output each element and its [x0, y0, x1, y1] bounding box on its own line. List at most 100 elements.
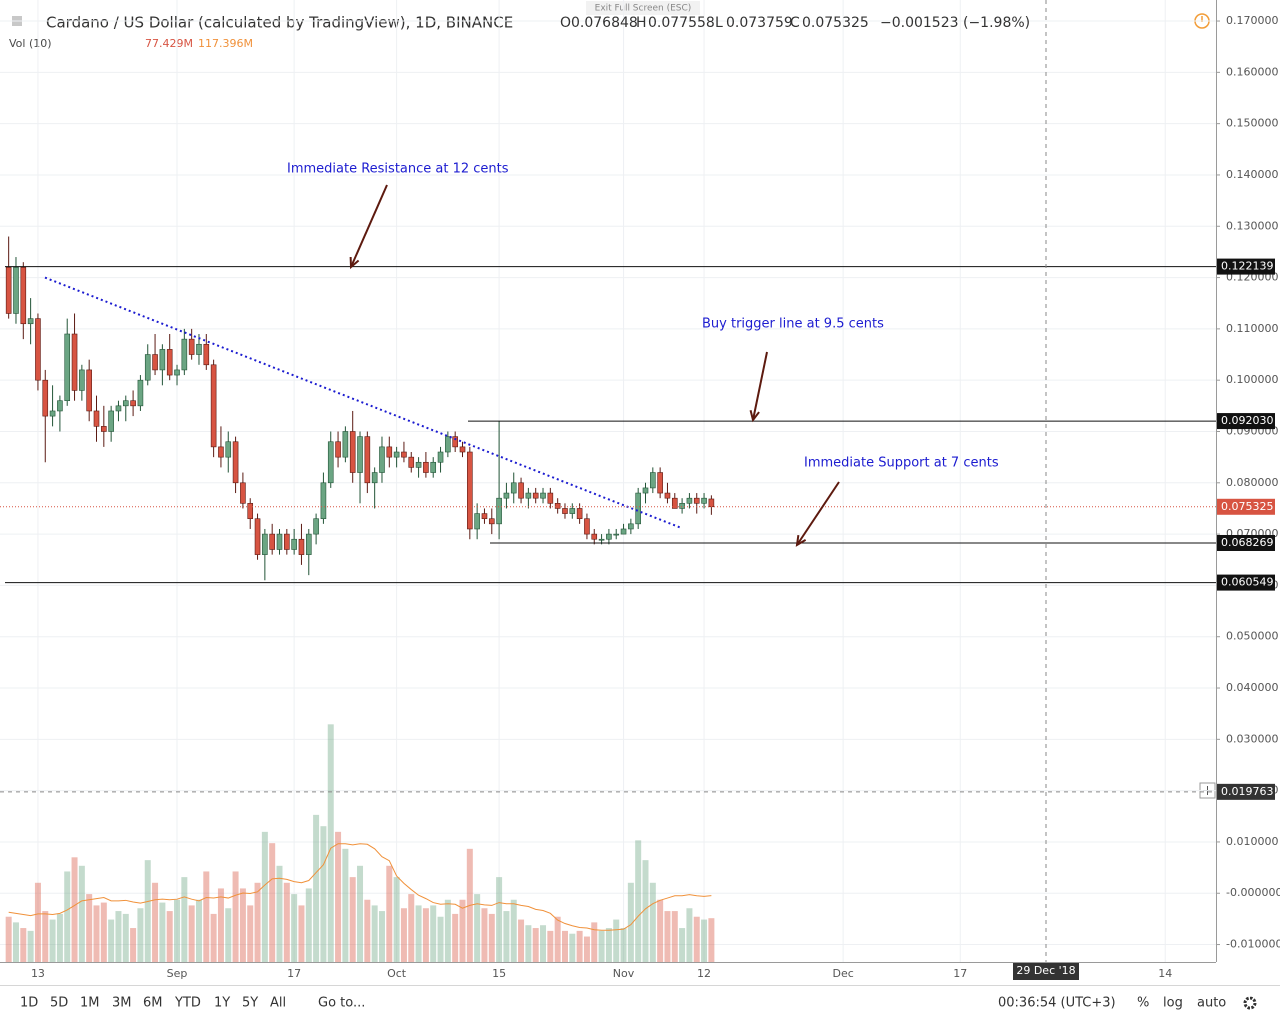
goto-button[interactable]: Go to... — [318, 996, 365, 1011]
candle-body — [708, 498, 715, 508]
volume-bar — [518, 919, 525, 962]
range-button[interactable]: YTD — [174, 996, 201, 1011]
last-price-badge — [1217, 498, 1275, 515]
volume-bar — [386, 865, 393, 962]
volume-bar — [620, 928, 627, 962]
volume-bar — [408, 894, 415, 962]
volume-bar — [269, 843, 276, 962]
candle-body — [86, 369, 92, 412]
volume-bar — [598, 930, 605, 962]
candle-body — [423, 461, 429, 473]
volume-bar — [122, 913, 129, 962]
candle-body — [408, 456, 415, 468]
candle-body — [686, 497, 693, 504]
candle-body — [415, 461, 422, 468]
candle-body — [437, 451, 444, 463]
y-tick-label: 0.170000 — [1226, 14, 1279, 27]
volume-bar — [613, 919, 620, 962]
volume-bar — [591, 922, 598, 962]
candle-body — [313, 518, 319, 535]
volume-bar — [671, 911, 678, 962]
candle-body — [27, 318, 34, 325]
annotation-arrow — [796, 481, 840, 546]
volume-bar — [78, 865, 85, 962]
volume-bar — [664, 911, 671, 962]
auto-button[interactable]: auto — [1197, 996, 1226, 1011]
candle-body — [137, 379, 144, 407]
candle-body — [203, 343, 210, 366]
volume-bar — [86, 894, 93, 962]
volume-bar — [115, 911, 122, 962]
log-button[interactable]: log — [1163, 996, 1183, 1011]
candle-body — [13, 267, 19, 314]
level-label: 0.068269 — [1221, 536, 1274, 549]
candle-body — [613, 533, 620, 536]
volume-bar — [496, 877, 503, 962]
range-button[interactable]: 1M — [80, 996, 100, 1011]
volume-bar — [34, 882, 41, 962]
volume-bar — [657, 899, 664, 962]
range-button[interactable]: 6M — [143, 996, 163, 1011]
candle-body — [166, 349, 173, 376]
volume-bar — [459, 899, 466, 962]
ohlc-letter: H — [636, 15, 647, 31]
volume-bar — [701, 919, 708, 962]
volume-bar — [540, 925, 547, 962]
candle-body — [628, 523, 634, 530]
candle-body — [606, 533, 612, 540]
volume-bar — [291, 894, 298, 962]
volume-bar — [342, 848, 349, 962]
range-button[interactable]: 5D — [50, 996, 68, 1011]
annotation-arrow-head — [749, 410, 760, 423]
volume-bar — [686, 908, 693, 962]
range-button[interactable]: 5Y — [242, 996, 258, 1011]
candle-body — [181, 338, 188, 371]
volume-bar — [5, 916, 12, 962]
exit-fullscreen-button[interactable] — [586, 1, 700, 15]
volume-bar — [254, 882, 261, 962]
candle-body — [584, 518, 590, 535]
candle-body — [20, 267, 27, 325]
range-button[interactable]: 3M — [112, 996, 132, 1011]
volume-bar — [239, 888, 246, 962]
candle-body — [276, 533, 283, 550]
volume-ma-value: 117.396M — [198, 37, 253, 50]
volume-bar — [437, 916, 444, 962]
crosshair-y-badge — [1217, 783, 1275, 800]
volume-bar — [174, 899, 181, 962]
exit-fullscreen-label[interactable]: Exit Full Screen (ESC) — [595, 4, 692, 14]
candle-body — [174, 369, 180, 376]
volume-bar — [452, 913, 459, 962]
volume-bar — [261, 831, 268, 962]
candle-body — [496, 497, 502, 525]
price-change: −0.001523 (−1.98%) — [880, 15, 1030, 31]
candle-body — [576, 508, 583, 520]
volume-bar — [152, 882, 159, 962]
candle-body — [320, 482, 327, 520]
level-badge — [1217, 413, 1275, 430]
volume-bar — [364, 899, 371, 962]
range-button[interactable]: 1D — [20, 996, 38, 1011]
volume-bar — [27, 930, 34, 962]
annotation: Immediate Support at 7 cents — [804, 456, 999, 471]
y-tick-label: 0.050000 — [1226, 630, 1279, 643]
settings-icon[interactable] — [1243, 996, 1257, 1010]
range-button[interactable]: 1Y — [214, 996, 230, 1011]
volume-bar — [159, 902, 166, 962]
volume-bar — [627, 882, 634, 962]
candle-body — [664, 492, 671, 499]
range-button[interactable]: All — [270, 996, 286, 1011]
candle-body — [679, 503, 685, 509]
volume-bar — [232, 871, 239, 962]
volume-bar — [583, 936, 590, 962]
candle-body — [532, 492, 539, 499]
candle-body — [291, 538, 297, 550]
percent-button[interactable]: % — [1137, 996, 1149, 1011]
volume-bar — [576, 930, 583, 962]
candle-body — [152, 354, 158, 371]
candle-body — [49, 410, 56, 417]
volume-bar — [12, 922, 19, 962]
candle-body — [269, 533, 275, 550]
candle-body — [79, 369, 85, 391]
